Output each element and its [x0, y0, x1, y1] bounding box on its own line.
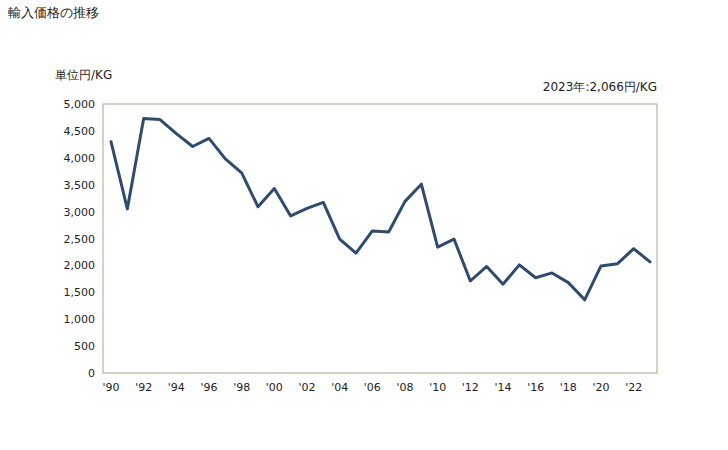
data-line: [111, 119, 650, 300]
x-tick-label: '00: [266, 381, 283, 394]
y-tick-label: 3,500: [64, 179, 96, 192]
x-tick-label: '06: [364, 381, 381, 394]
plot-frame: [103, 104, 657, 373]
x-tick-label: '90: [102, 381, 119, 394]
y-tick-label: 2,000: [64, 259, 96, 272]
x-tick-label: '20: [592, 381, 609, 394]
x-tick-label: '98: [233, 381, 250, 394]
x-tick-label: '92: [135, 381, 152, 394]
chart-root: 輸入価格の推移単位円/KG 2023年:2,066円/KG 0 500 1,000 1,5…: [0, 0, 728, 450]
x-tick-label: '02: [298, 381, 315, 394]
x-tick-label: '16: [527, 381, 544, 394]
y-axis-label: 単位円/KG: [55, 68, 112, 82]
x-tick-label: '14: [494, 381, 511, 394]
y-tick-label: 5,000: [64, 98, 96, 111]
title: 輸入価格の推移: [8, 5, 99, 20]
y-tick-label: 1,500: [64, 286, 96, 299]
y-tick-label: 1,000: [64, 313, 96, 326]
x-tick-label: '04: [331, 381, 348, 394]
y-tick-label: 4,000: [64, 152, 96, 165]
plot-area: [111, 119, 650, 300]
annotation: 2023年:2,066円/KG: [543, 80, 657, 94]
x-tick-label: '22: [625, 381, 642, 394]
x-tick-label: '96: [200, 381, 217, 394]
x-tick-label: '94: [168, 381, 185, 394]
x-tick-label: '12: [462, 381, 479, 394]
y-tick-label: 500: [74, 340, 95, 353]
y-tick-label: 0: [88, 367, 95, 380]
y-tick-label: 4,500: [64, 125, 96, 138]
y-tick-label: 2,500: [64, 233, 96, 246]
y-tick-label: 3,000: [64, 206, 96, 219]
x-tick-label: '18: [560, 381, 577, 394]
x-tick-label: '08: [396, 381, 413, 394]
x-tick-label: '10: [429, 381, 446, 394]
